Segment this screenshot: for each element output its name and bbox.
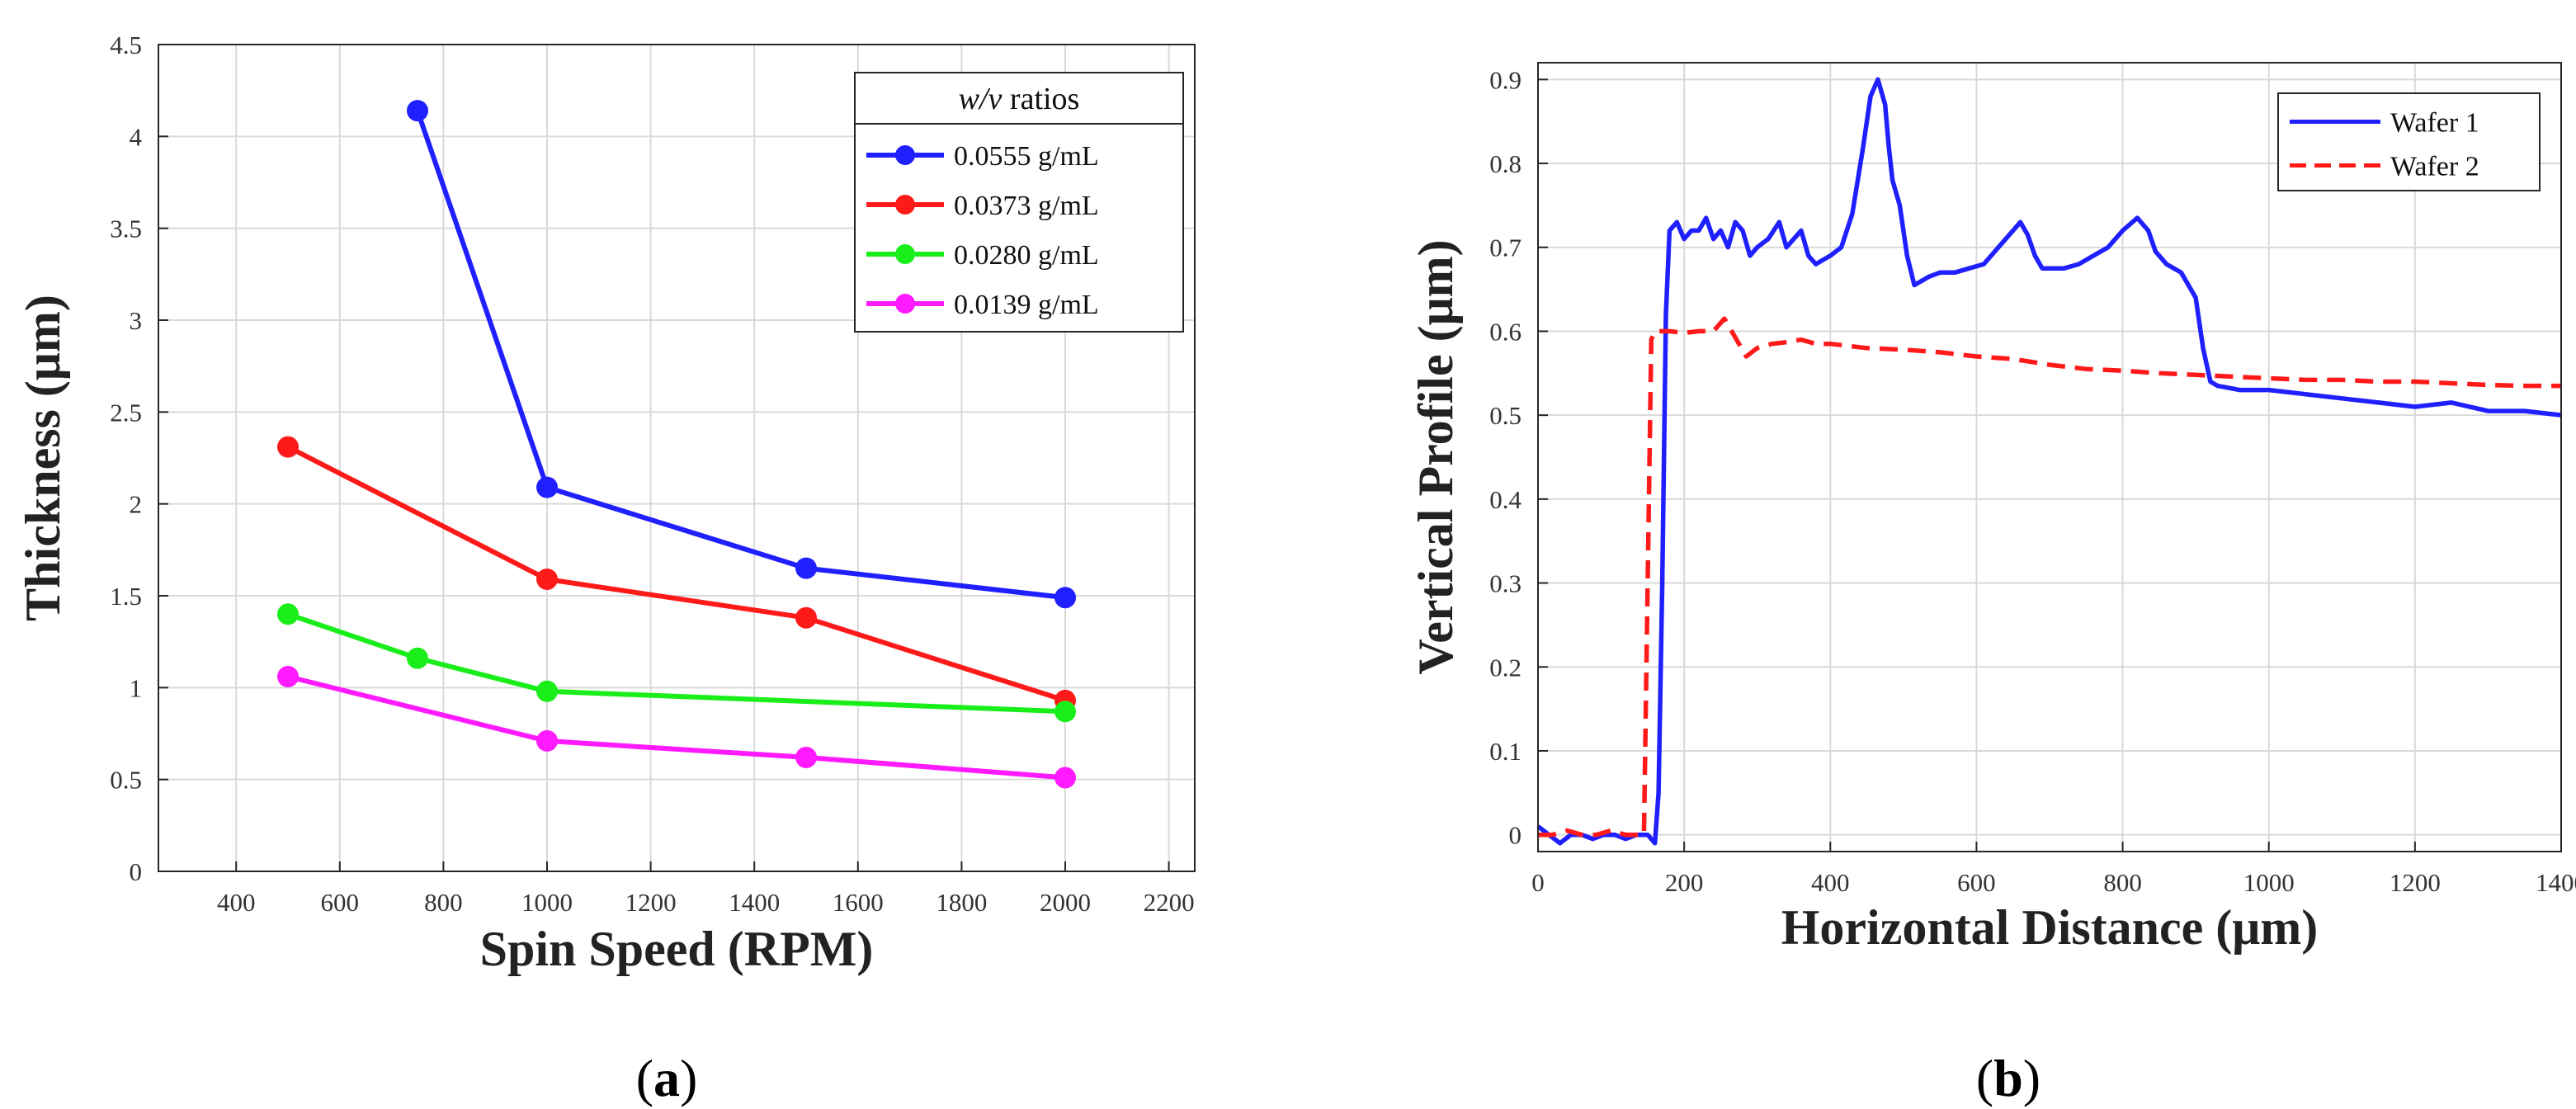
y-tick-label: 1.5 <box>110 582 142 611</box>
x-tick-label: 1200 <box>625 888 677 917</box>
y-tick-label: 0.6 <box>1489 317 1522 346</box>
y-tick-label: 0.5 <box>110 766 142 795</box>
data-point <box>536 680 558 702</box>
legend-title-italic: w/v <box>959 82 1003 116</box>
y-tick-label: 4 <box>130 122 143 151</box>
y-tick-label: 3.5 <box>110 215 142 243</box>
legend-swatch-marker <box>895 195 915 215</box>
panel-a-thickness-chart: 400 600 800 1000 1200 1400 1600 1800 2000 2200 0 0.… <box>16 31 1196 1107</box>
x-tick-label: 800 <box>424 888 463 917</box>
data-point <box>1054 767 1076 789</box>
series-line-1 <box>415 110 1066 601</box>
series-line-2 <box>1538 316 2561 838</box>
legend-entry-label: 0.0280 g/mL <box>954 240 1099 271</box>
data-point <box>795 606 817 629</box>
caption-close-paren: ) <box>680 1049 697 1107</box>
y-tick-label: 0.7 <box>1489 234 1522 262</box>
x-tick-label: 200 <box>1665 868 1704 897</box>
x-tick-label: 0 <box>1531 868 1545 897</box>
data-point <box>1054 701 1076 723</box>
y-tick-label: 2 <box>130 490 143 519</box>
x-tick-label: 1400 <box>729 888 780 917</box>
legend-title-rest: ratios <box>1002 82 1079 116</box>
data-point <box>536 476 558 498</box>
x-tick-label: 600 <box>321 888 360 917</box>
legend-entry-label: 0.0373 g/mL <box>954 191 1099 221</box>
y-tick-label: 0 <box>130 857 143 886</box>
legend-entry-label: 0.0555 g/mL <box>954 141 1099 172</box>
caption-open-paren: ( <box>1976 1049 1993 1107</box>
legend-title: w/v ratios <box>959 82 1080 116</box>
x-tick-label: 1000 <box>2243 868 2295 897</box>
data-point <box>407 647 428 669</box>
legend-swatch-marker <box>895 294 915 314</box>
x-tick-label: 1200 <box>2390 868 2441 897</box>
legend-entry-label: 0.0139 g/mL <box>954 290 1099 320</box>
x-tick-label: 1800 <box>936 888 987 917</box>
x-tick-label: 2200 <box>1144 888 1195 917</box>
y-tick-label: 0.2 <box>1489 653 1522 682</box>
x-tick-label: 400 <box>217 888 256 917</box>
axes-frame <box>158 44 1196 872</box>
series-line-1 <box>1536 77 2562 846</box>
panel-caption-a: (a) <box>636 1049 698 1107</box>
y-tick-label: 0.4 <box>1489 485 1522 514</box>
panel-caption-b: (b) <box>1976 1049 2041 1107</box>
caption-letter: a <box>653 1049 680 1107</box>
y-axis-label: Thickness (μm) <box>16 295 70 621</box>
data-point <box>795 746 817 768</box>
legend-entry-label: Wafer 2 <box>2390 152 2479 182</box>
y-tick-label: 0.1 <box>1489 737 1522 766</box>
caption-close-paren: ) <box>2023 1049 2041 1107</box>
y-axis-label: Vertical Profile (μm) <box>1408 239 1463 674</box>
y-tick-label: 0.9 <box>1489 65 1522 94</box>
legend-swatch-marker <box>895 145 915 165</box>
x-axis-label: Spin Speed (RPM) <box>480 922 874 976</box>
y-tick-label: 0.5 <box>1489 401 1522 430</box>
x-tick-label: 2000 <box>1040 888 1091 917</box>
caption-letter: b <box>1993 1049 2023 1107</box>
series-line-2 <box>286 444 1066 703</box>
legend-entry-label: Wafer 1 <box>2390 108 2479 139</box>
data-point <box>536 568 558 590</box>
y-tick-label: 0 <box>1509 821 1522 850</box>
data-point <box>1054 587 1076 609</box>
panel-b-vertical-profile-chart: 0 200 400 600 800 1000 1200 1400 0 0.1 0.2 0.3 0.4 0.… <box>1408 62 2576 1107</box>
data-point <box>795 557 817 579</box>
x-axis-label: Horizontal Distance (μm) <box>1781 900 2319 955</box>
data-point <box>407 100 428 122</box>
y-tick-label: 2.5 <box>110 398 142 427</box>
y-tick-label: 4.5 <box>110 31 142 59</box>
x-tick-label: 800 <box>2103 868 2142 897</box>
x-tick-label: 1400 <box>2536 868 2576 897</box>
x-tick-label: 1600 <box>833 888 884 917</box>
y-tick-label: 0.3 <box>1489 569 1522 598</box>
axes-frame <box>1537 62 2562 852</box>
data-point <box>277 665 299 687</box>
y-tick-label: 3 <box>130 306 143 335</box>
series-line-3 <box>287 611 1066 715</box>
legend-box <box>2277 92 2541 191</box>
x-tick-label: 600 <box>1957 868 1996 897</box>
y-tick-label: 1 <box>130 673 143 702</box>
y-tick-label: 0.8 <box>1489 149 1522 178</box>
legend-swatch-marker <box>895 244 915 264</box>
series-line-4 <box>287 674 1066 781</box>
x-tick-label: 400 <box>1811 868 1850 897</box>
plot-area <box>1538 63 2561 852</box>
data-point <box>536 729 558 752</box>
x-tick-label: 1000 <box>521 888 573 917</box>
data-point <box>277 603 299 625</box>
data-point <box>277 436 299 458</box>
caption-open-paren: ( <box>636 1049 653 1107</box>
